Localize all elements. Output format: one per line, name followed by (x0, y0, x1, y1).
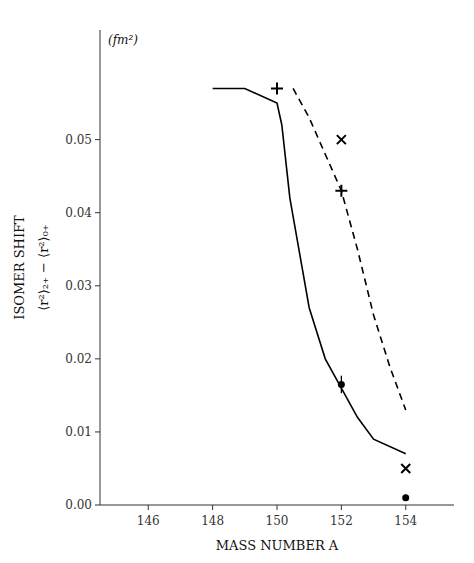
circle-marker (338, 381, 345, 388)
y-tick-label: 0.05 (65, 133, 92, 147)
background (0, 0, 474, 563)
x-tick (405, 505, 406, 510)
line (293, 88, 406, 410)
circle-marker (402, 494, 409, 501)
x-tick (277, 505, 278, 510)
x-tick-label: 150 (266, 514, 289, 528)
y-tick-label: 0.00 (65, 498, 92, 512)
chart-container: 146 148 150 152 154 0.00 0.01 0.02 0.03 0.04 0.05 M… (0, 0, 474, 563)
y-tick-label: 0.03 (65, 279, 92, 293)
y-axis-label: ⟨r²⟩₂₊ − ⟨r²⟩₀₊ (36, 224, 51, 310)
y-tick-label: 0.04 (65, 206, 92, 220)
y-axis-label: ISOMER SHIFT (12, 215, 27, 320)
x-axis-label: MASS NUMBER A (216, 538, 339, 553)
cross-marker (401, 464, 410, 473)
line (213, 88, 406, 453)
x-tick (148, 505, 149, 510)
plus-marker (271, 82, 283, 94)
y-tick-label: 0.02 (65, 352, 92, 366)
plus-marker (335, 185, 347, 197)
x-tick (212, 505, 213, 510)
x-tick-label: 154 (394, 514, 417, 528)
x-tick (341, 505, 342, 510)
y-tick (95, 139, 100, 140)
y-tick (95, 212, 100, 213)
axes: 146 148 150 152 154 0.00 0.01 0.02 0.03 0.04 0.05 (65, 30, 454, 528)
x-tick-label: 148 (201, 514, 224, 528)
y-tick (95, 431, 100, 432)
y-tick (95, 285, 100, 286)
x-tick-label: 152 (330, 514, 353, 528)
y-tick-label: 0.01 (65, 425, 92, 439)
y-tick (95, 358, 100, 359)
x-tick-label: 146 (137, 514, 160, 528)
plot-area (213, 82, 411, 501)
chart: 146 148 150 152 154 0.00 0.01 0.02 0.03 0.04 0.05 M… (0, 0, 474, 563)
annotation: (fm²) (108, 33, 138, 47)
y-axis-line (100, 30, 101, 505)
y-tick (95, 505, 100, 506)
cross-marker (337, 135, 346, 144)
